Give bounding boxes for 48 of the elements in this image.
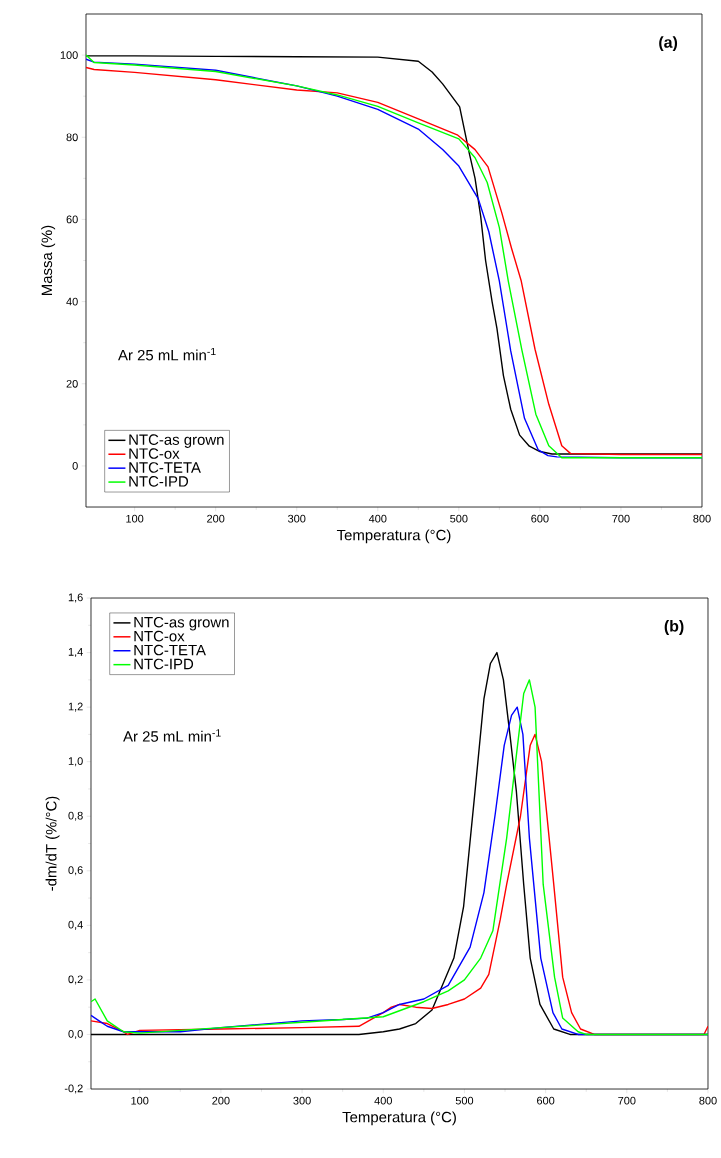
annotation: (b) <box>664 620 684 635</box>
x-tick-label: 400 <box>368 514 387 523</box>
legend-label: NTC-ox <box>129 448 180 459</box>
annotation: Ar 25 mL min$^{-1}$ <box>123 729 221 742</box>
y-tick-label: 0,4 <box>68 920 83 930</box>
x-tick-label: 200 <box>212 1096 230 1105</box>
x-tick-label: 800 <box>699 1096 717 1105</box>
x-tick-label: 600 <box>537 1096 555 1105</box>
x-tick-label: 300 <box>293 1096 311 1105</box>
legend-label: NTC-TETA <box>129 462 201 473</box>
x-tick-label: 600 <box>531 514 549 523</box>
y-tick-label: 1,6 <box>68 593 83 603</box>
x-tick-label: 300 <box>288 514 306 523</box>
legend-label: NTC-IPD <box>129 476 189 487</box>
y-tick-label: 20 <box>66 379 78 388</box>
legend-label: NTC-as grown <box>129 434 224 448</box>
y-tick-label: 60 <box>66 215 78 224</box>
x-tick-label: 700 <box>612 514 630 523</box>
x-tick-label: 100 <box>126 514 144 523</box>
legend-label: NTC-IPD <box>134 658 194 670</box>
x-axis-title: Temperatura (°C) <box>342 1111 456 1126</box>
x-axis-title: Temperatura (°C) <box>336 529 451 544</box>
legend-label: NTC-as grown <box>134 616 229 631</box>
legend-label: NTC-TETA <box>134 644 206 656</box>
x-tick-label: 200 <box>207 514 225 523</box>
x-tick-label: 100 <box>131 1096 149 1105</box>
x-tick-label: 400 <box>374 1096 392 1105</box>
y-axis-title: -dm/dT (%/°C) <box>45 796 60 891</box>
y-tick-label: -0,2 <box>64 1084 83 1094</box>
y-tick-label: 1,2 <box>68 702 83 712</box>
y-tick-label: 1,4 <box>68 648 83 658</box>
x-tick-label: 500 <box>450 514 468 523</box>
y-tick-label: 40 <box>66 297 78 306</box>
y-tick-label: 0,8 <box>68 811 83 821</box>
y-tick-label: 1,0 <box>68 757 83 767</box>
x-tick-label: 800 <box>693 514 711 523</box>
y-tick-label: 100 <box>60 51 78 59</box>
x-tick-label: 500 <box>455 1096 474 1105</box>
y-tick-label: 0,0 <box>68 1029 83 1039</box>
legend-label: NTC-ox <box>134 630 185 642</box>
y-tick-label: 0 <box>72 462 78 470</box>
y-tick-label: 0,2 <box>68 975 83 985</box>
y-axis-title: Massa (%) <box>41 225 56 295</box>
annotation: (a) <box>659 36 678 52</box>
annotation: Ar 25 mL min$^{-1}$ <box>118 347 216 361</box>
x-tick-label: 700 <box>618 1096 636 1105</box>
y-tick-label: 0,6 <box>68 866 83 876</box>
y-tick-label: 80 <box>66 133 78 142</box>
